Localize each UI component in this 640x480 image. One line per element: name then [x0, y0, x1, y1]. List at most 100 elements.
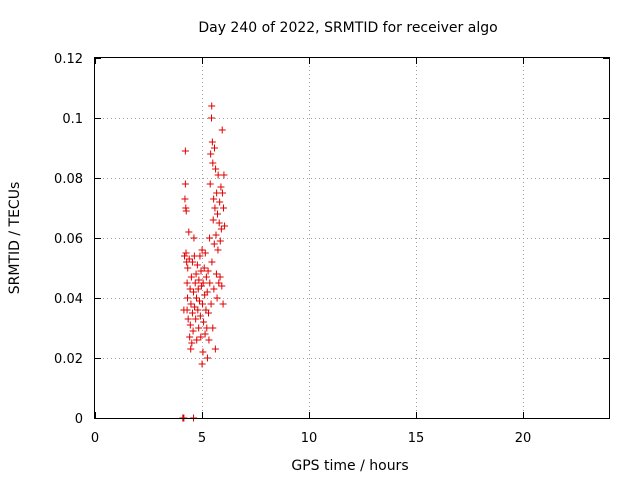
data-point: [220, 204, 227, 212]
data-point: [199, 279, 207, 287]
data-point: [205, 336, 213, 344]
data-point: [181, 147, 189, 155]
data-point: [199, 348, 207, 356]
data-point: [203, 288, 211, 296]
data-point: [202, 273, 210, 281]
data-point: [217, 183, 225, 191]
data-point: [193, 261, 201, 269]
x-tick-label: 5: [198, 431, 206, 446]
data-point: [194, 285, 202, 293]
data-point: [200, 264, 208, 272]
data-point: [196, 297, 204, 305]
data-point: [185, 255, 193, 263]
data-point: [210, 195, 218, 203]
data-point: [197, 282, 205, 290]
data-point: [206, 234, 214, 242]
data-point: [184, 294, 192, 302]
data-point: [209, 324, 217, 332]
data-point: [198, 246, 206, 254]
y-axis-label: SRMTID / TECUs: [7, 182, 23, 295]
data-point: [208, 102, 216, 110]
x-tick-label: 10: [301, 431, 318, 446]
data-point: [209, 216, 217, 224]
data-point: [217, 225, 225, 233]
data-point: [187, 300, 195, 308]
data-point: [218, 282, 226, 290]
data-point: [188, 309, 196, 317]
data-point: [196, 252, 204, 260]
data-point: [189, 327, 197, 335]
data-point: [187, 345, 195, 353]
data-point: [215, 219, 223, 227]
data-point: [216, 273, 224, 281]
data-point: [216, 237, 224, 245]
data-point: [211, 144, 219, 152]
data-point: [209, 159, 217, 167]
data-point: [181, 195, 189, 203]
data-point: [219, 300, 227, 308]
data-point: [192, 315, 200, 323]
data-point: [191, 303, 199, 311]
data-point: [212, 231, 220, 239]
data-point: [215, 279, 223, 287]
y-tick-label: 0.04: [54, 292, 83, 307]
data-point: [188, 339, 196, 347]
data-point: [205, 309, 213, 317]
data-point: [206, 279, 214, 287]
data-point: [195, 324, 203, 332]
data-point: [200, 318, 208, 326]
data-point: [211, 345, 219, 353]
grid: [95, 58, 609, 418]
data-point: [186, 321, 194, 329]
data-point: [198, 360, 206, 368]
data-point: [196, 312, 204, 320]
y-tick-label: 0.1: [62, 112, 83, 127]
data-point: [204, 267, 212, 275]
data-point: [210, 285, 218, 293]
data-point: [185, 228, 193, 236]
data-points: [179, 102, 229, 422]
y-tick-label: 0.08: [54, 172, 83, 187]
data-point: [193, 294, 201, 302]
data-point: [192, 270, 200, 278]
x-tick-label: 15: [408, 431, 425, 446]
data-point: [190, 288, 198, 296]
data-point: [206, 180, 214, 188]
x-tick-label: 20: [515, 431, 532, 446]
data-point: [212, 270, 220, 278]
data-point: [184, 315, 192, 323]
data-point: [194, 306, 202, 314]
data-point: [220, 171, 228, 179]
data-point: [187, 273, 195, 281]
data-point: [184, 264, 192, 272]
data-point: [214, 246, 222, 254]
y-tick-label: 0.12: [54, 52, 83, 67]
data-point: [208, 138, 216, 146]
data-point: [207, 300, 215, 308]
plot-frame: [94, 57, 610, 419]
data-point: [207, 150, 215, 158]
data-point: [182, 207, 190, 215]
data-point: [214, 210, 222, 218]
data-point: [190, 234, 198, 242]
data-point: [208, 114, 216, 122]
x-axis-label: GPS time / hours: [291, 458, 408, 474]
data-point: [218, 189, 226, 197]
data-point: [218, 126, 226, 134]
y-tick-label: 0: [75, 412, 83, 427]
data-point: [211, 204, 219, 212]
data-point: [183, 279, 191, 287]
data-point: [183, 306, 191, 314]
y-tick-label: 0.06: [54, 232, 83, 247]
data-point: [213, 294, 221, 302]
data-point: [193, 336, 201, 344]
data-point: [197, 333, 205, 341]
data-point: [182, 249, 190, 257]
data-point: [212, 165, 220, 173]
data-point: [191, 279, 199, 287]
data-point: [201, 249, 209, 257]
data-point: [208, 258, 216, 266]
data-point: [201, 330, 209, 338]
data-point: [186, 333, 194, 341]
